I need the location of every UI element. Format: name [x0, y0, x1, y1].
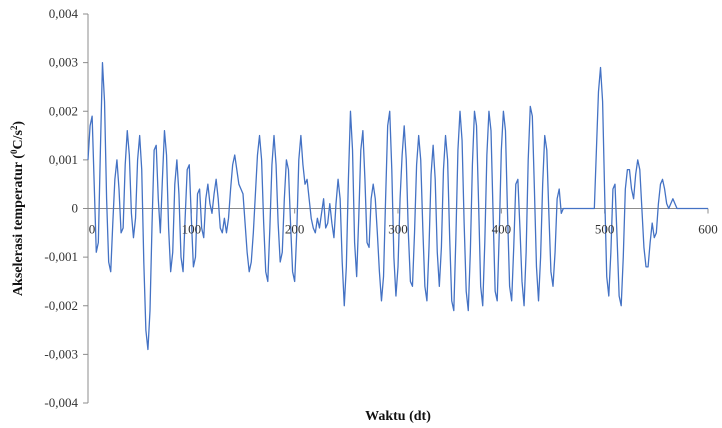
x-tick-label: 600	[698, 222, 718, 237]
y-axis-title-main: Akselerasi temperatur (	[11, 154, 26, 296]
y-tick-label: 0,004	[49, 6, 79, 21]
x-tick-label: 100	[182, 222, 202, 237]
y-axis-title-mid: C/s	[11, 130, 26, 150]
y-axis-title: Akselerasi temperatur (0C/s2)	[9, 121, 26, 297]
x-axis-tick-labels: 0 100 200 300 400 500 600	[89, 222, 718, 237]
y-tick-label: 0,003	[49, 55, 78, 70]
y-axis-title-sup2: 2	[9, 125, 19, 130]
x-tick-label: 500	[595, 222, 615, 237]
y-axis-title-end: )	[11, 121, 26, 126]
x-axis-title: Waktu (dt)	[365, 409, 431, 424]
plot-area	[83, 13, 709, 404]
y-tick-label: 0	[72, 201, 79, 216]
y-tick-label: 0,001	[49, 152, 78, 167]
x-tick-label: 0	[89, 222, 96, 237]
y-tick-label: -0,002	[44, 298, 78, 313]
y-tick-label: -0,004	[44, 395, 78, 410]
y-axis-tick-labels: 0,004 0,003 0,002 0,001 0 -0,001 -0,002 -0,003 -…	[44, 6, 78, 410]
y-axis-title-sup1: 0	[9, 149, 19, 154]
x-tick-label: 200	[285, 222, 305, 237]
x-tick-label: 300	[388, 222, 408, 237]
series-line-0	[87, 61, 708, 351]
x-tick-label: 400	[492, 222, 512, 237]
y-tick-label: 0,002	[49, 103, 78, 118]
y-tick-label: -0,001	[44, 249, 78, 264]
y-tick-label: -0,003	[44, 346, 78, 361]
